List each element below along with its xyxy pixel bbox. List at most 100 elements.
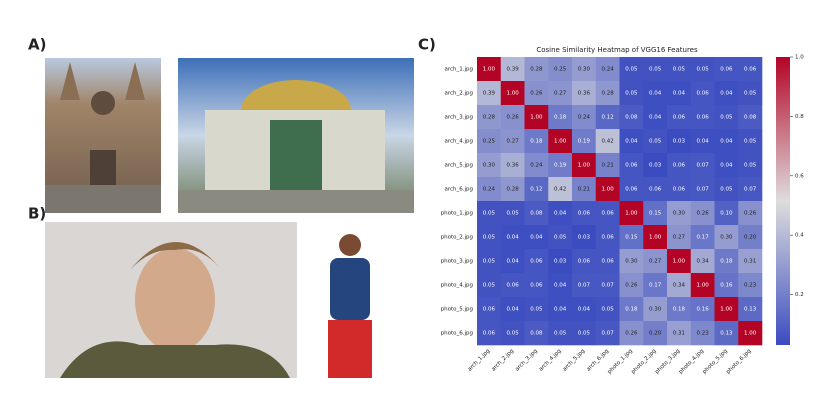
heatmap-cell [500,321,525,346]
cell-label: 0.07 [602,331,615,337]
heatmap-cell [643,297,668,322]
cell-label: 0.17 [697,235,710,241]
heatmap-cell [500,81,525,106]
heatmap-cell [548,201,573,226]
heatmap-cell [619,81,644,106]
x-tick-label: photo_6.jpg [725,348,752,375]
heatmap-cell [667,321,692,346]
heatmap-cell [595,105,620,130]
cell-label: 0.06 [578,259,591,265]
heatmap-cell [738,201,763,226]
heatmap-cell [738,249,763,274]
heatmap-cell [524,297,549,322]
cell-label: 0.06 [483,331,496,337]
cell-label: 0.28 [507,187,520,193]
heatmap-cell [524,129,549,154]
cell-label: 1.00 [554,139,567,145]
cell-label: 0.13 [720,331,733,337]
x-tick-label: arch_4.jpg [538,348,562,372]
cell-label: 0.05 [483,235,496,241]
cell-label: 0.16 [697,307,710,313]
heatmap-cell [643,201,668,226]
x-tick-label: arch_3.jpg [514,348,538,372]
colorbar-tick-label: 0.8 [795,114,804,120]
colorbar [776,57,790,345]
heatmap-cell [500,177,525,202]
cell-label: 0.27 [554,91,567,97]
cell-label: 0.30 [649,307,662,313]
heatmap-cell [619,153,644,178]
cell-label: 0.06 [625,163,638,169]
heatmap-cell [548,129,573,154]
cell-label: 0.06 [530,259,543,265]
cell-label: 0.06 [697,91,710,97]
heatmap-cell [595,57,620,82]
heatmap-cell [714,57,739,82]
heatmap-cell [477,105,502,130]
cell-label: 0.34 [697,259,710,265]
cell-label: 0.05 [507,331,520,337]
heatmap-cell [690,273,715,298]
heatmap-cell [572,177,597,202]
heatmap-cell [477,129,502,154]
y-tick-label: photo_3.jpg [441,259,473,265]
heatmap-cell [572,153,597,178]
y-tick-label: arch_2.jpg [444,91,473,97]
cell-label: 0.07 [744,187,757,193]
heatmap-cell [667,105,692,130]
cell-label: 0.36 [578,91,591,97]
panel-label: C) [418,36,436,54]
cell-label: 0.06 [578,211,591,217]
heatmap-cell [524,201,549,226]
chart-title: Cosine Similarity Heatmap of VGG16 Featu… [536,46,698,54]
panel-label: A) [28,36,46,54]
cell-label: 0.04 [554,211,567,217]
cell-label: 0.20 [649,331,662,337]
cell-label: 0.34 [673,283,686,289]
heatmap-cell [500,153,525,178]
cell-label: 0.08 [530,331,543,337]
heatmap-cell [619,249,644,274]
cell-label: 0.39 [483,91,496,97]
cell-label: 0.24 [530,163,543,169]
heatmap-cell [667,201,692,226]
heatmap-cell [595,273,620,298]
heatmap-cell [548,297,573,322]
cell-label: 0.12 [530,187,542,193]
heatmap-cell [667,249,692,274]
cell-label: 0.06 [602,211,615,217]
cell-label: 0.05 [697,67,710,73]
cell-label: 0.17 [649,283,662,289]
cell-label: 0.31 [744,259,756,265]
y-tick-label: arch_3.jpg [444,115,473,121]
cell-label: 0.07 [602,283,615,289]
heatmap-cell [714,153,739,178]
cell-label: 0.12 [602,115,614,121]
colorbar-tick-label: 0.4 [795,233,804,239]
cell-label: 0.06 [649,187,662,193]
cell-label: 0.26 [697,211,710,217]
heatmap-cell [643,321,668,346]
cell-label: 0.18 [673,307,686,313]
cell-label: 1.00 [507,91,520,97]
heatmap-cell [619,129,644,154]
y-tick-label: photo_5.jpg [441,307,473,313]
heatmap-cell [524,177,549,202]
heatmap-cell [738,321,763,346]
heatmap-cell [667,225,692,250]
heatmap-cell [619,225,644,250]
cell-label: 0.04 [554,283,567,289]
cell-label: 0.28 [483,115,496,121]
cell-label: 0.42 [554,187,566,193]
heatmap-cell [619,273,644,298]
cell-label: 0.05 [673,67,686,73]
heatmap-cell [738,273,763,298]
heatmap-cell [477,153,502,178]
heatmap-cell [572,81,597,106]
cell-label: 0.28 [530,67,543,73]
heatmap-cell [524,81,549,106]
heatmap-cell [572,105,597,130]
cell-label: 0.04 [507,259,520,265]
heatmap-cell [643,81,668,106]
